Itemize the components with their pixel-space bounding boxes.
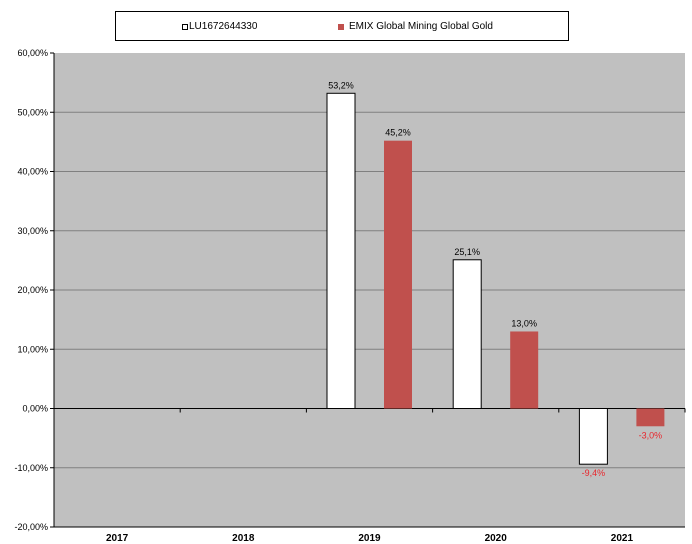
bar-fund [578, 408, 608, 465]
data-label: -3,0% [639, 430, 663, 440]
bar-benchmark [384, 140, 412, 409]
y-tick-label: 30,00% [17, 226, 48, 236]
bar-fund [326, 92, 356, 409]
x-tick-label: 2021 [611, 533, 634, 544]
data-label: 45,2% [385, 128, 411, 138]
legend-label-series-1: LU1672644330 [189, 21, 258, 32]
legend-item-series-2: EMIX Global Mining Global Gold [338, 21, 493, 32]
bar-benchmark [636, 408, 665, 427]
y-tick-label: -20,00% [14, 522, 48, 532]
data-label: 25,1% [454, 247, 480, 257]
y-tick-label: 60,00% [17, 48, 48, 58]
data-label: 13,0% [511, 318, 537, 328]
y-tick-label: 40,00% [17, 167, 48, 177]
legend-item-series-1: LU1672644330 [182, 21, 257, 32]
y-tick-label: 10,00% [17, 344, 48, 354]
x-tick-label: 2019 [358, 533, 381, 544]
x-tick-label: 2018 [232, 533, 255, 544]
y-tick-label: 0,00% [22, 404, 48, 414]
x-tick-label: 2020 [485, 533, 508, 544]
legend-label-series-2: EMIX Global Mining Global Gold [349, 21, 493, 32]
x-tick-label: 2017 [106, 533, 129, 544]
y-tick-label: 50,00% [17, 107, 48, 117]
legend: LU1672644330 EMIX Global Mining Global G… [115, 11, 569, 41]
legend-swatch-red [338, 23, 344, 30]
bar-fund [452, 259, 482, 409]
data-label: -9,4% [582, 468, 606, 478]
bar-benchmark [510, 331, 539, 409]
legend-swatch-white [182, 23, 188, 30]
y-tick-label: 20,00% [17, 285, 48, 295]
y-tick-label: -10,00% [14, 463, 48, 473]
data-label: 53,2% [328, 80, 354, 90]
